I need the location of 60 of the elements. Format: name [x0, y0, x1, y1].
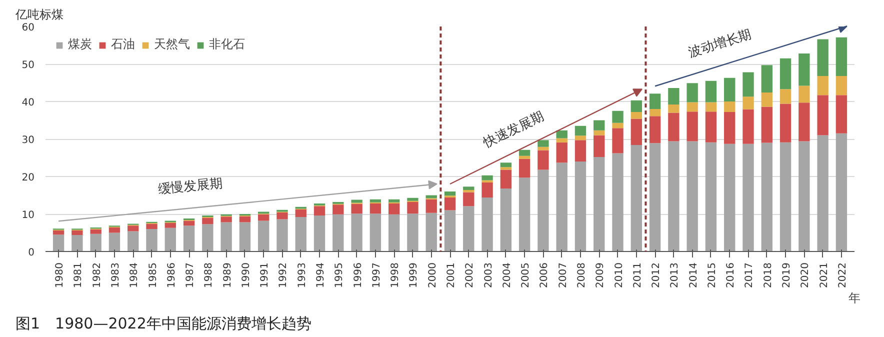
- x-tick-label: 1985: [148, 262, 159, 288]
- x-tick-label: 2010: [614, 262, 625, 288]
- x-tick-label: 1997: [371, 262, 382, 288]
- x-tick-label: 2016: [726, 262, 737, 288]
- x-tick-label: 2006: [539, 262, 550, 288]
- x-tick-label: 1990: [240, 262, 252, 288]
- legend-label: 非化石: [209, 36, 245, 53]
- x-tick-label: 2005: [520, 262, 532, 288]
- y-axis-title: 亿吨标煤: [14, 8, 64, 22]
- x-tick-label: 2019: [782, 262, 793, 288]
- x-tick-label: 1980: [54, 262, 66, 288]
- x-tick-label: 2018: [762, 262, 774, 288]
- x-tick-label: 1992: [278, 262, 290, 288]
- x-tick-label: 1983: [110, 262, 122, 288]
- legend-label: 煤炭: [68, 36, 92, 53]
- y-tick-label: 10: [22, 210, 35, 221]
- y-tick-label: 60: [22, 22, 35, 34]
- x-tick-label: 1998: [390, 262, 402, 288]
- x-tick-label: 2008: [576, 262, 588, 288]
- x-tick-label: 2011: [632, 262, 644, 288]
- x-tick-label: 2002: [464, 262, 476, 288]
- x-tick-label: 1981: [73, 262, 84, 288]
- x-tick-label: 1988: [204, 262, 215, 288]
- x-tick-label: 2009: [595, 262, 606, 288]
- x-tick-label: 1994: [316, 262, 327, 288]
- x-tick-label: 2004: [502, 262, 513, 288]
- x-tick-label: 2003: [483, 262, 494, 288]
- x-tick-label: 2001: [446, 262, 457, 288]
- y-tick-label: 0: [28, 248, 35, 258]
- x-tick-label: 1996: [352, 262, 364, 288]
- legend-label: 天然气: [154, 36, 190, 53]
- x-tick-label: 2015: [706, 262, 718, 288]
- y-tick-label: 30: [22, 135, 35, 146]
- x-tick-label: 1984: [129, 262, 140, 288]
- x-tick-label: 2020: [800, 262, 812, 288]
- x-tick-label: 1993: [296, 262, 308, 288]
- x-tick-label: 1989: [222, 262, 234, 288]
- x-tick-label: 1999: [408, 262, 420, 288]
- x-tick-label: 2017: [744, 262, 756, 288]
- x-tick-label: 2022: [837, 262, 848, 288]
- x-tick-label: 2014: [688, 262, 700, 288]
- text: 图1 1980—2022年中国能源消费增长趋势: [16, 314, 312, 332]
- x-tick-label: 1991: [260, 262, 271, 288]
- x-tick-label: 2012: [651, 262, 662, 288]
- y-tick-label: 50: [22, 60, 35, 71]
- legend-label: 石油: [111, 36, 135, 53]
- y-tick-label: 40: [22, 98, 35, 108]
- x-axis-title: 年: [848, 290, 860, 305]
- x-tick-label: 1986: [166, 262, 178, 288]
- x-tick-label: 1995: [334, 262, 346, 288]
- x-tick-label: 2000: [427, 262, 438, 288]
- x-tick-label: 2013: [670, 262, 681, 288]
- annotation: 快速发展期: [480, 109, 546, 152]
- x-tick-label: 2007: [558, 262, 569, 288]
- x-tick-label: 1982: [92, 262, 103, 288]
- y-tick-label: 20: [22, 172, 35, 184]
- annotation: 波动增长期: [686, 27, 754, 61]
- x-tick-label: 1987: [185, 262, 196, 288]
- x-tick-label: 2021: [818, 262, 830, 288]
- annotation: 缓慢发展期: [157, 176, 224, 198]
